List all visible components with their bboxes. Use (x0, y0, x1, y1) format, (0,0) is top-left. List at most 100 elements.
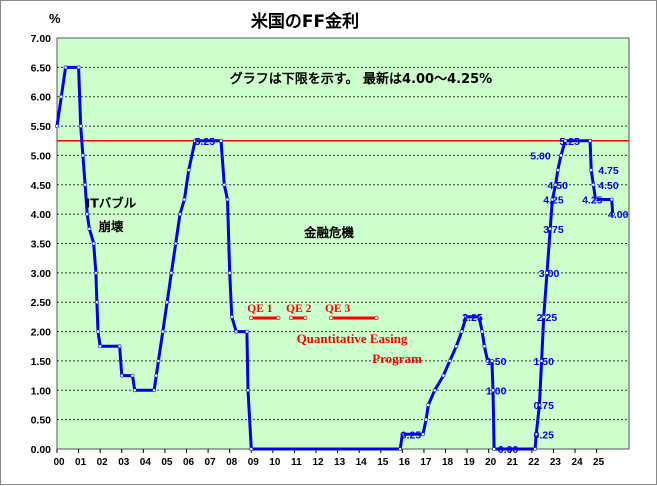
data-point (95, 300, 99, 305)
data-point (186, 168, 191, 173)
x-tick-label: 01 (75, 457, 87, 468)
data-point (426, 403, 431, 407)
y-tick-label: 3.00 (31, 268, 52, 280)
data-point (533, 447, 538, 451)
gridlines (57, 66, 629, 421)
data-label: 4.00 (608, 209, 629, 221)
data-point (491, 388, 495, 393)
data-point (489, 358, 494, 363)
data-point (83, 182, 88, 187)
data-point (98, 344, 103, 349)
data-point (464, 314, 468, 319)
x-tick-label: 20 (485, 457, 497, 468)
y-tick-label: 6.00 (31, 92, 52, 104)
data-point (400, 432, 405, 437)
data-point (480, 329, 485, 334)
data-point (222, 182, 227, 187)
data-point (55, 124, 59, 129)
x-tick-label: 05 (161, 457, 173, 468)
data-point (229, 314, 234, 319)
data-point (91, 241, 96, 246)
data-point (591, 182, 596, 187)
data-point (589, 168, 594, 173)
data-point (398, 447, 403, 451)
data-point (152, 388, 157, 393)
annotation-it-bubble-1: ITバブル (86, 195, 137, 210)
annotation-it-bubble-2: 崩壊 (98, 219, 124, 234)
x-tick-label: 08 (226, 457, 238, 468)
data-point (193, 138, 198, 143)
qe-bar-start (288, 315, 294, 321)
data-point (539, 358, 544, 363)
x-tick-label: 18 (442, 457, 454, 468)
data-labels: 5.25 2.25 0.25 1.50 1.00 0.00 0.25 0.75 1.50 2.25… (195, 136, 629, 456)
data-label: 2.25 (462, 312, 483, 324)
data-label: 5.00 (530, 150, 551, 162)
data-label: 0.00 (498, 444, 519, 456)
data-point (454, 344, 459, 349)
data-point (555, 168, 560, 173)
data-point (132, 388, 137, 393)
data-point (482, 344, 487, 349)
data-point (78, 124, 83, 129)
y-tick-label: 3.50 (31, 239, 52, 251)
x-tick-label: 13 (334, 457, 346, 468)
data-point (246, 388, 250, 393)
data-point (485, 358, 490, 363)
data-point (81, 153, 85, 158)
data-point (441, 373, 446, 378)
y-axis-tick-labels: 0.00 0.50 1.00 1.50 2.00 2.50 3.00 3.50 4.00 4.50… (31, 33, 52, 456)
data-point (219, 138, 223, 143)
data-label: 5.25 (559, 136, 580, 148)
data-point (87, 226, 92, 231)
data-label: 2.25 (537, 312, 558, 324)
data-label: 5.25 (195, 136, 216, 148)
qe-program-label-line1: Quantitative Easing (297, 331, 408, 346)
x-tick-label: 22 (528, 457, 540, 468)
data-label: 4.50 (548, 180, 569, 192)
series-markers (55, 65, 615, 451)
data-point (548, 226, 553, 231)
data-point (165, 300, 170, 305)
y-tick-label: 4.00 (31, 209, 52, 221)
data-point (610, 212, 615, 217)
x-tick-label: 17 (420, 457, 432, 468)
data-point (76, 65, 81, 70)
y-tick-label: 1.50 (31, 356, 52, 368)
x-tick-label: 02 (97, 457, 109, 468)
qe-label-1: QE 1 (247, 303, 272, 315)
chart-subtitle: グラフは下限を示す。 最新は4.00〜4.25% (230, 71, 492, 87)
y-tick-label: 1.00 (31, 385, 52, 397)
data-label: 3.75 (543, 224, 564, 236)
qe-label-3: QE 3 (325, 303, 350, 315)
x-tick-label: 07 (205, 457, 217, 468)
data-label: 0.75 (534, 400, 555, 412)
x-tick-label: 15 (377, 457, 389, 468)
x-tick-label: 19 (464, 457, 476, 468)
data-point (593, 197, 598, 202)
data-point (130, 373, 135, 378)
x-tick-label: 04 (140, 457, 152, 468)
data-point (173, 241, 178, 246)
qe-bar-end (276, 315, 281, 321)
data-point (492, 447, 497, 451)
data-point (154, 373, 159, 378)
data-point (244, 329, 249, 334)
data-point (424, 417, 429, 422)
x-tick-label: 09 (248, 457, 260, 468)
y-tick-label: 2.50 (31, 297, 52, 309)
y-tick-label: 5.50 (31, 121, 52, 133)
data-label: 4.25 (543, 194, 564, 206)
x-tick-label: 24 (571, 457, 583, 468)
y-tick-label: 5.00 (31, 150, 52, 162)
data-point (227, 270, 232, 275)
x-tick-label: 14 (356, 457, 368, 468)
data-label: 1.00 (486, 385, 507, 397)
data-label: 1.50 (534, 356, 555, 368)
qe-bar-start (328, 315, 334, 321)
qe-program-label-line2: Program (372, 351, 422, 366)
x-tick-label: 23 (550, 457, 562, 468)
y-tick-label: 0.50 (31, 415, 52, 427)
